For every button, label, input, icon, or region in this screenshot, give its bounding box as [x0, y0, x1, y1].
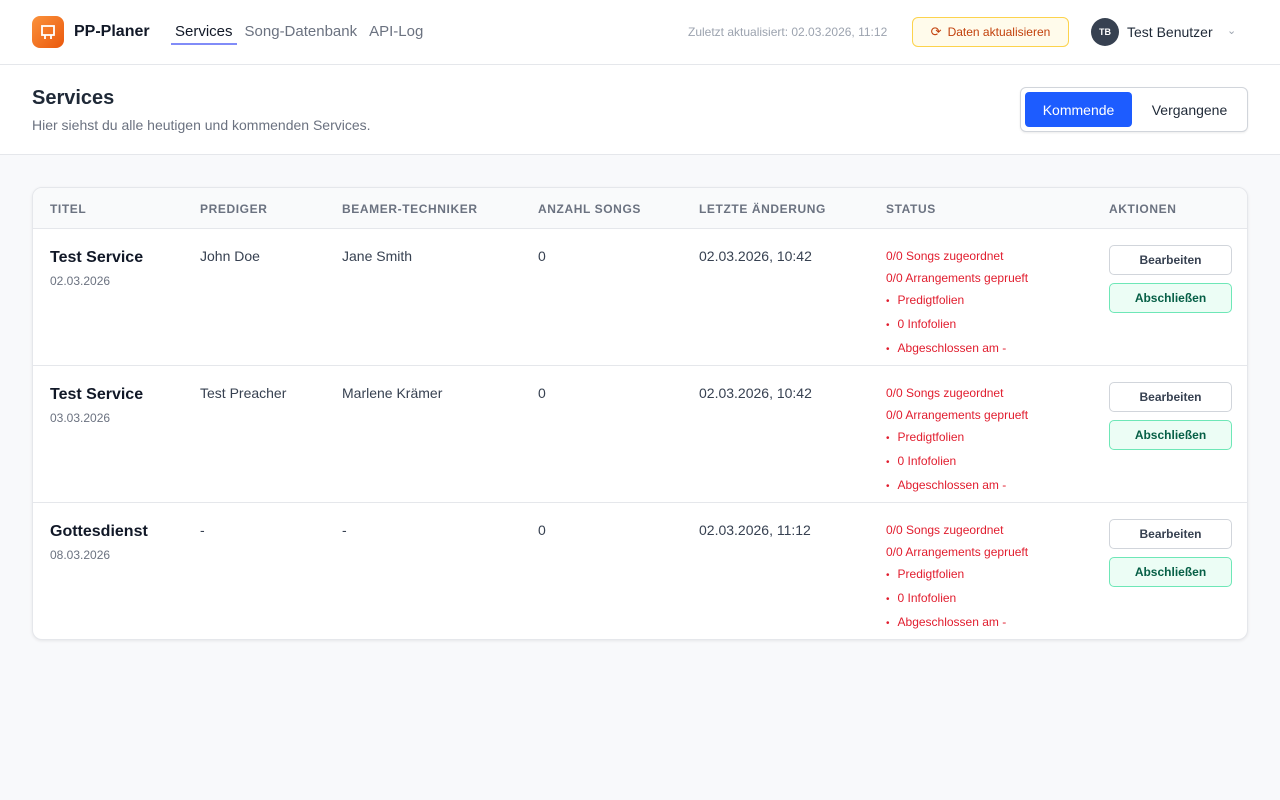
finish-button[interactable]: Abschließen [1109, 420, 1232, 450]
avatar[interactable]: TB [1091, 18, 1119, 46]
status-item: Abgeschlossen am - [886, 474, 1028, 498]
song-count: 0 [538, 248, 546, 264]
page-header: Services Hier siehst du alle heutigen un… [0, 65, 1280, 155]
preacher: John Doe [200, 248, 260, 264]
table-row: Gottesdienst 08.03.2026 - - 0 02.03.2026… [33, 503, 1247, 639]
time-filter-toggle: Kommende Vergangene [1020, 87, 1248, 132]
col-prediger: PREDIGER [200, 202, 268, 216]
status-item: 0/0 Songs zugeordnet [886, 386, 1004, 400]
refresh-button[interactable]: ⟳ Daten aktualisieren [912, 17, 1069, 47]
top-bar: PP-Planer Services Song-Datenbank API-Lo… [0, 0, 1280, 65]
user-name[interactable]: Test Benutzer [1127, 24, 1213, 40]
col-beamer: BEAMER-TECHNIKER [342, 202, 478, 216]
status-item: Predigtfolien [886, 289, 1028, 313]
nav-song-datenbank[interactable]: Song-Datenbank [244, 23, 358, 40]
status-item: 0/0 Arrangements geprueft [886, 545, 1029, 559]
page-subtitle: Hier siehst du alle heutigen und kommend… [32, 117, 371, 133]
beamer-tech: - [342, 522, 347, 538]
finish-button[interactable]: Abschließen [1109, 557, 1232, 587]
edit-button[interactable]: Bearbeiten [1109, 519, 1232, 549]
status-item: 0/0 Arrangements geprueft [886, 408, 1029, 422]
services-table: TITEL PREDIGER BEAMER-TECHNIKER ANZAHL S… [32, 187, 1248, 640]
song-count: 0 [538, 522, 546, 538]
table-row: Test Service 03.03.2026 Test Preacher Ma… [33, 366, 1247, 503]
status-item: 0/0 Songs zugeordnet [886, 523, 1004, 537]
col-titel: TITEL [50, 202, 87, 216]
status-item: 0 Infofolien [886, 450, 1028, 474]
page-title: Services [32, 87, 115, 109]
preacher: - [200, 522, 205, 538]
edit-button[interactable]: Bearbeiten [1109, 245, 1232, 275]
last-changed: 02.03.2026, 10:42 [699, 248, 812, 264]
status-item: Predigtfolien [886, 563, 1028, 587]
app-logo[interactable] [32, 16, 64, 48]
service-title: Test Service [50, 249, 144, 266]
beamer-tech: Marlene Krämer [342, 385, 443, 401]
last-updated: Zuletzt aktualisiert: 02.03.2026, 11:12 [688, 25, 888, 39]
status-item: 0 Infofolien [886, 587, 1028, 611]
nav-api-log[interactable]: API-Log [369, 23, 424, 40]
app-name: PP-Planer [74, 23, 150, 40]
beamer-tech: Jane Smith [342, 248, 413, 264]
table-header: TITEL PREDIGER BEAMER-TECHNIKER ANZAHL S… [33, 188, 1247, 229]
status-item: 0 Infofolien [886, 313, 1028, 337]
song-count: 0 [538, 385, 546, 401]
status-item: Abgeschlossen am - [886, 611, 1028, 635]
col-songs: ANZAHL SONGS [538, 202, 641, 216]
service-title: Gottesdienst [50, 523, 148, 540]
last-changed: 02.03.2026, 10:42 [699, 385, 812, 401]
main-nav: Services Song-Datenbank API-Log [171, 23, 431, 45]
last-changed: 02.03.2026, 11:12 [699, 522, 811, 538]
chevron-down-icon[interactable]: ⌄ [1227, 25, 1237, 37]
table-row: Test Service 02.03.2026 John Doe Jane Sm… [33, 229, 1247, 366]
status-item: 0/0 Arrangements geprueft [886, 271, 1029, 285]
status-item: 0/0 Songs zugeordnet [886, 249, 1004, 263]
tab-vergangene[interactable]: Vergangene [1151, 101, 1228, 118]
service-date: 08.03.2026 [50, 548, 111, 562]
status-list: 0/0 Songs zugeordnet 0/0 Arrangements gep… [886, 245, 1028, 361]
service-date: 03.03.2026 [50, 411, 111, 425]
finish-button[interactable]: Abschließen [1109, 283, 1232, 313]
col-changed: LETZTE ÄNDERUNG [699, 202, 826, 216]
col-status: STATUS [886, 202, 936, 216]
status-item: Abgeschlossen am - [886, 337, 1028, 361]
service-date: 02.03.2026 [50, 274, 111, 288]
status-item: Predigtfolien [886, 426, 1028, 450]
service-title: Test Service [50, 386, 144, 403]
presentation-icon [41, 25, 55, 39]
refresh-label: Daten aktualisieren [947, 25, 1051, 39]
status-list: 0/0 Songs zugeordnet 0/0 Arrangements gep… [886, 519, 1028, 635]
edit-button[interactable]: Bearbeiten [1109, 382, 1232, 412]
preacher: Test Preacher [200, 385, 287, 401]
tab-kommende[interactable]: Kommende [1025, 92, 1132, 127]
nav-services[interactable]: Services [171, 23, 237, 45]
col-aktionen: AKTIONEN [1109, 202, 1177, 216]
status-list: 0/0 Songs zugeordnet 0/0 Arrangements gep… [886, 382, 1028, 498]
refresh-icon: ⟳ [930, 24, 942, 39]
